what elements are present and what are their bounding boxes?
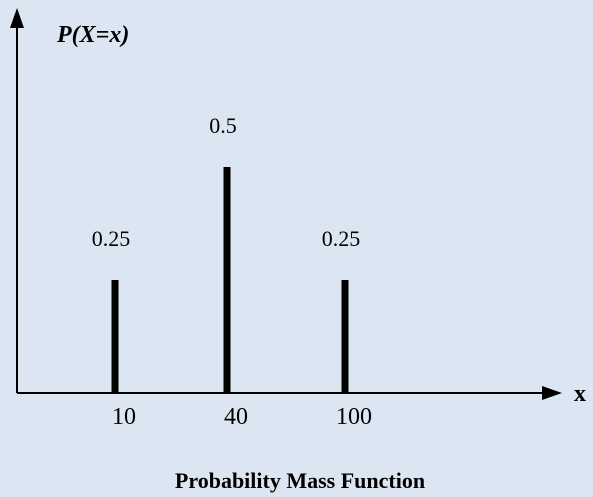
- x-tick-label-100: 100: [336, 404, 372, 430]
- data-label-40: 0.5: [209, 113, 237, 138]
- y-axis-label: P(X=x): [56, 22, 129, 48]
- data-label-100: 0.25: [322, 226, 361, 251]
- chart-title: Probability Mass Function: [175, 468, 425, 493]
- data-labels-group: 0.25 0.5 0.25: [92, 113, 361, 251]
- tick-labels-group: 10 40 100: [112, 404, 372, 430]
- data-label-10: 0.25: [92, 226, 131, 251]
- x-tick-label-10: 10: [112, 404, 136, 430]
- stems-group: [111, 167, 349, 393]
- x-axis-arrow-icon: [542, 386, 562, 400]
- x-axis-label: x: [574, 381, 586, 407]
- y-axis-arrow-icon: [10, 8, 24, 28]
- x-tick-label-40: 40: [224, 404, 248, 430]
